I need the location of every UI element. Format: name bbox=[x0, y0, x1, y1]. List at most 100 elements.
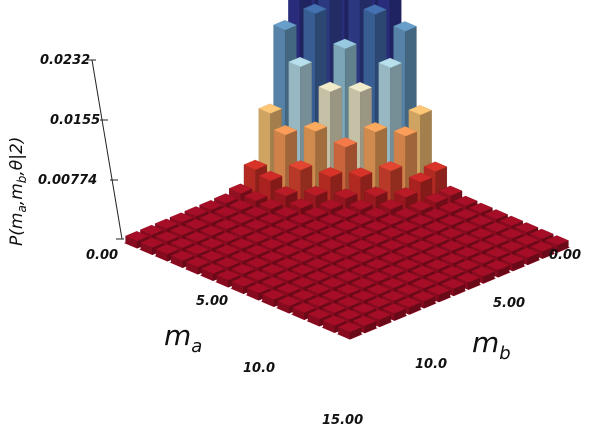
bar-face-top bbox=[246, 283, 271, 294]
bar-face-top bbox=[200, 238, 225, 249]
bar-face-top bbox=[438, 185, 463, 196]
bar-face-top bbox=[545, 235, 569, 246]
bar-face-top bbox=[216, 270, 241, 281]
z-tick-label: 0.0155 bbox=[50, 113, 100, 128]
bar-face-top bbox=[260, 238, 285, 249]
bar-face-top bbox=[425, 259, 450, 270]
bar-face-top bbox=[424, 208, 449, 219]
bar-face-top bbox=[455, 247, 480, 258]
bar-face-top bbox=[125, 231, 149, 242]
bar-face-top bbox=[425, 246, 450, 257]
bar-face-top bbox=[273, 20, 297, 31]
bar-face-top bbox=[381, 278, 406, 289]
bar bbox=[289, 198, 313, 219]
bar-face-top bbox=[378, 161, 403, 172]
bar-face-top bbox=[423, 161, 448, 172]
bar-face-top bbox=[423, 192, 448, 203]
bar-face-top bbox=[184, 206, 209, 217]
bar-face-top bbox=[319, 199, 343, 210]
bar-face-top bbox=[291, 289, 316, 301]
bar-face-top bbox=[380, 239, 405, 251]
bar-face-top bbox=[289, 226, 314, 237]
x-tick-label: 5.00 bbox=[196, 294, 228, 309]
bar-face-top bbox=[363, 122, 388, 133]
bar-face-top bbox=[318, 81, 343, 92]
z-axis-title: P(ma,mb,θ|2) bbox=[7, 137, 29, 246]
bar-face-top bbox=[320, 252, 345, 263]
bar-face-top bbox=[499, 215, 524, 226]
bar-face-top bbox=[363, 4, 387, 15]
bar-face-top bbox=[336, 271, 361, 282]
svg-text:P(ma,mb,θ|2): P(ma,mb,θ|2) bbox=[7, 137, 29, 246]
bar-face-top bbox=[351, 277, 376, 288]
bar-face-top bbox=[154, 218, 179, 229]
bar-face-top bbox=[318, 167, 343, 178]
bar-face-top bbox=[350, 252, 375, 263]
bar-face-top bbox=[397, 297, 421, 308]
bar-face-top bbox=[201, 263, 225, 274]
bar-face-top bbox=[396, 284, 421, 295]
bar-face-top bbox=[245, 244, 270, 256]
bar-face-top bbox=[290, 239, 315, 250]
bar-face-top bbox=[321, 264, 345, 275]
axes-layer: 0.0232 0.0155 0.00774 0.00 5.00 10.0 15.… bbox=[7, 53, 581, 428]
bar-face-top bbox=[260, 251, 285, 262]
y-tick-label: 5.00 bbox=[493, 296, 525, 311]
bar-face-top bbox=[366, 284, 391, 295]
bar-face-top bbox=[229, 199, 253, 211]
y-tick-label: 10.0 bbox=[415, 357, 447, 372]
bar-face-top bbox=[303, 3, 327, 14]
bar-face-top bbox=[426, 284, 451, 296]
bar bbox=[337, 322, 362, 340]
bar-face-top bbox=[273, 125, 298, 136]
bar-face-top bbox=[454, 221, 479, 232]
bar-face-top bbox=[334, 207, 359, 218]
bar-face-top bbox=[350, 239, 375, 250]
z-axis-line bbox=[91, 59, 123, 240]
bar-face-top bbox=[411, 278, 436, 289]
bar-face-top bbox=[440, 240, 465, 251]
bar-face-top bbox=[333, 38, 357, 49]
bar bbox=[292, 302, 317, 320]
bar-face-top bbox=[304, 220, 329, 231]
bar-face-top bbox=[275, 245, 300, 256]
bar-face-top bbox=[231, 276, 256, 287]
bar-face-top bbox=[244, 206, 269, 217]
bar-face-top bbox=[348, 82, 373, 93]
x-tick-label: 15.00 bbox=[322, 413, 363, 428]
bar-face-top bbox=[485, 234, 509, 245]
bar-face-top bbox=[276, 270, 301, 281]
bar-face-top bbox=[199, 212, 224, 223]
bar-face-top bbox=[395, 259, 420, 270]
bar-face-top bbox=[276, 283, 301, 294]
bar-face-top bbox=[499, 228, 524, 239]
bar-face-top bbox=[245, 232, 269, 243]
bar-face-top bbox=[439, 215, 464, 226]
bar-face-top bbox=[288, 160, 313, 171]
bar-face-top bbox=[393, 126, 418, 137]
bar-face-top bbox=[395, 246, 420, 257]
bar-face-top bbox=[229, 225, 254, 236]
bar-face-top bbox=[485, 260, 510, 271]
bar-face-top bbox=[365, 233, 389, 244]
bar bbox=[426, 284, 451, 303]
bar-face-top bbox=[259, 226, 284, 237]
bar-face-top bbox=[291, 277, 316, 288]
bar-face-top bbox=[426, 272, 451, 283]
bar-face-top bbox=[185, 231, 209, 242]
bar-face-top bbox=[275, 232, 299, 243]
bar-face-top bbox=[184, 218, 209, 230]
bar-face-top bbox=[185, 257, 210, 268]
bar-face-top bbox=[243, 190, 268, 202]
bar-face-top bbox=[439, 227, 464, 239]
bar-face-top bbox=[379, 227, 404, 238]
bar-face-top bbox=[214, 206, 239, 217]
bar-face-top bbox=[277, 296, 301, 307]
bar-face-top bbox=[364, 220, 389, 231]
bar-face-top bbox=[306, 270, 331, 282]
bar bbox=[246, 283, 271, 301]
bar-face-top bbox=[155, 231, 179, 242]
bar-face-top bbox=[529, 228, 554, 239]
bar-face-top bbox=[140, 237, 165, 248]
bar-face-top bbox=[320, 239, 345, 250]
